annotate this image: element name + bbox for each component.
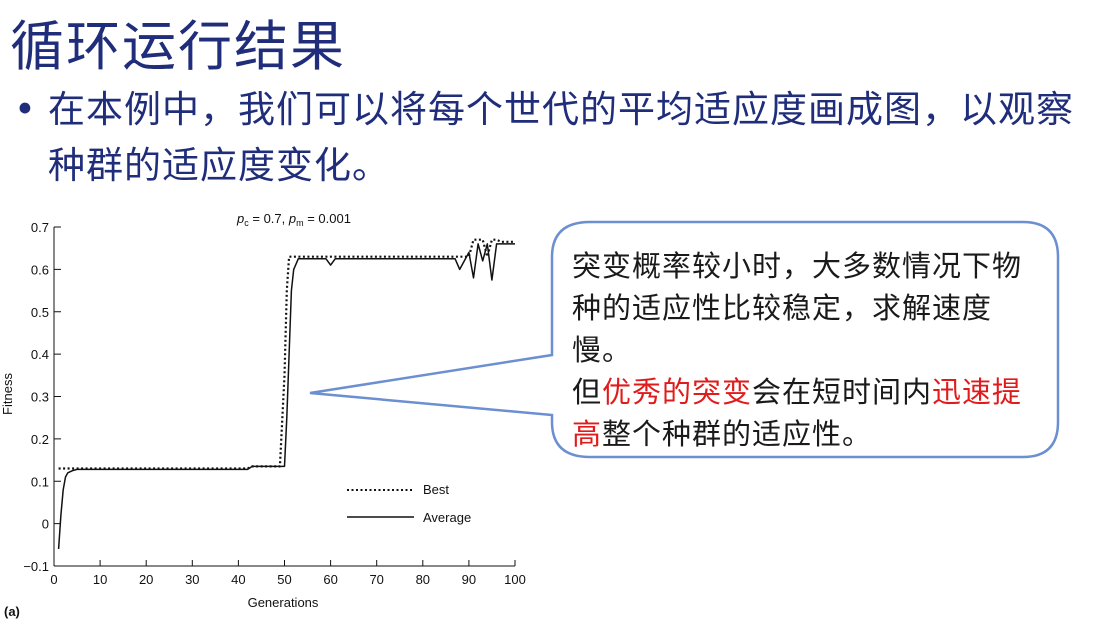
y-tick-label: 0.7 (31, 220, 49, 235)
y-tick-label: 0.3 (31, 390, 49, 405)
y-tick-label: −0.1 (23, 559, 49, 574)
chart-axes: 0 10 20 30 40 50 60 70 80 90 100−0.100.10.20.30.40… (23, 220, 526, 587)
x-tick-label: 20 (139, 572, 153, 587)
panel-label: (a) (4, 604, 20, 619)
callout-text-fitness: 整个种群的适应性。 (602, 417, 873, 451)
bullet-point: • 在本例中，我们可以将每个世代的平均适应度画成图，以观察种群的适应度变化。 (14, 82, 1104, 194)
callout-bubble (309, 220, 1060, 459)
x-tick-label: 60 (323, 572, 337, 587)
callout-line-2: 但优秀的突变会在短时间内迅速提高整个种群的适应性。 (572, 371, 1042, 455)
y-tick-label: 0 (42, 517, 49, 532)
chart-series (57, 238, 515, 550)
legend-average-label: Average (423, 510, 471, 525)
chart-subtitle: pc = 0.7, pm = 0.001 (236, 211, 351, 228)
callout-highlight-mutation: 优秀的突变 (602, 375, 753, 409)
x-tick-label: 100 (504, 572, 526, 587)
x-tick-label: 10 (93, 572, 107, 587)
callout-text-but: 但 (572, 375, 603, 409)
series-line-average (57, 243, 515, 550)
callout-text: 突变概率较小时，大多数情况下物种的适应性比较稳定，求解速度慢。 但优秀的突变会在… (572, 245, 1042, 455)
legend-best-label: Best (423, 482, 449, 497)
legend: Best Average (347, 482, 471, 525)
x-tick-label: 90 (462, 572, 476, 587)
callout-text-short-time: 会在短时间内 (752, 375, 933, 409)
x-axis-label: Generations (248, 595, 319, 610)
bullet-text: 在本例中，我们可以将每个世代的平均适应度画成图，以观察种群的适应度变化。 (48, 88, 1074, 187)
x-tick-label: 80 (416, 572, 430, 587)
x-tick-label: 70 (369, 572, 383, 587)
x-tick-label: 40 (231, 572, 245, 587)
y-tick-label: 0.5 (31, 305, 49, 320)
x-tick-label: 50 (277, 572, 291, 587)
y-tick-label: 0.1 (31, 474, 49, 489)
series-line-best (58, 238, 515, 470)
y-tick-label: 0.2 (31, 432, 49, 447)
y-tick-label: 0.6 (31, 262, 49, 277)
y-tick-label: 0.4 (31, 347, 49, 362)
bullet-dot-icon: • (14, 88, 36, 131)
slide-title: 循环运行结果 (10, 15, 346, 78)
callout-highlight-rapid: 迅速提高 (572, 375, 1023, 451)
x-tick-label: 0 (50, 572, 57, 587)
y-axis-label: Fitness (0, 373, 15, 415)
callout-line-1: 突变概率较小时，大多数情况下物种的适应性比较稳定，求解速度慢。 (572, 249, 1023, 367)
x-tick-label: 30 (185, 572, 199, 587)
